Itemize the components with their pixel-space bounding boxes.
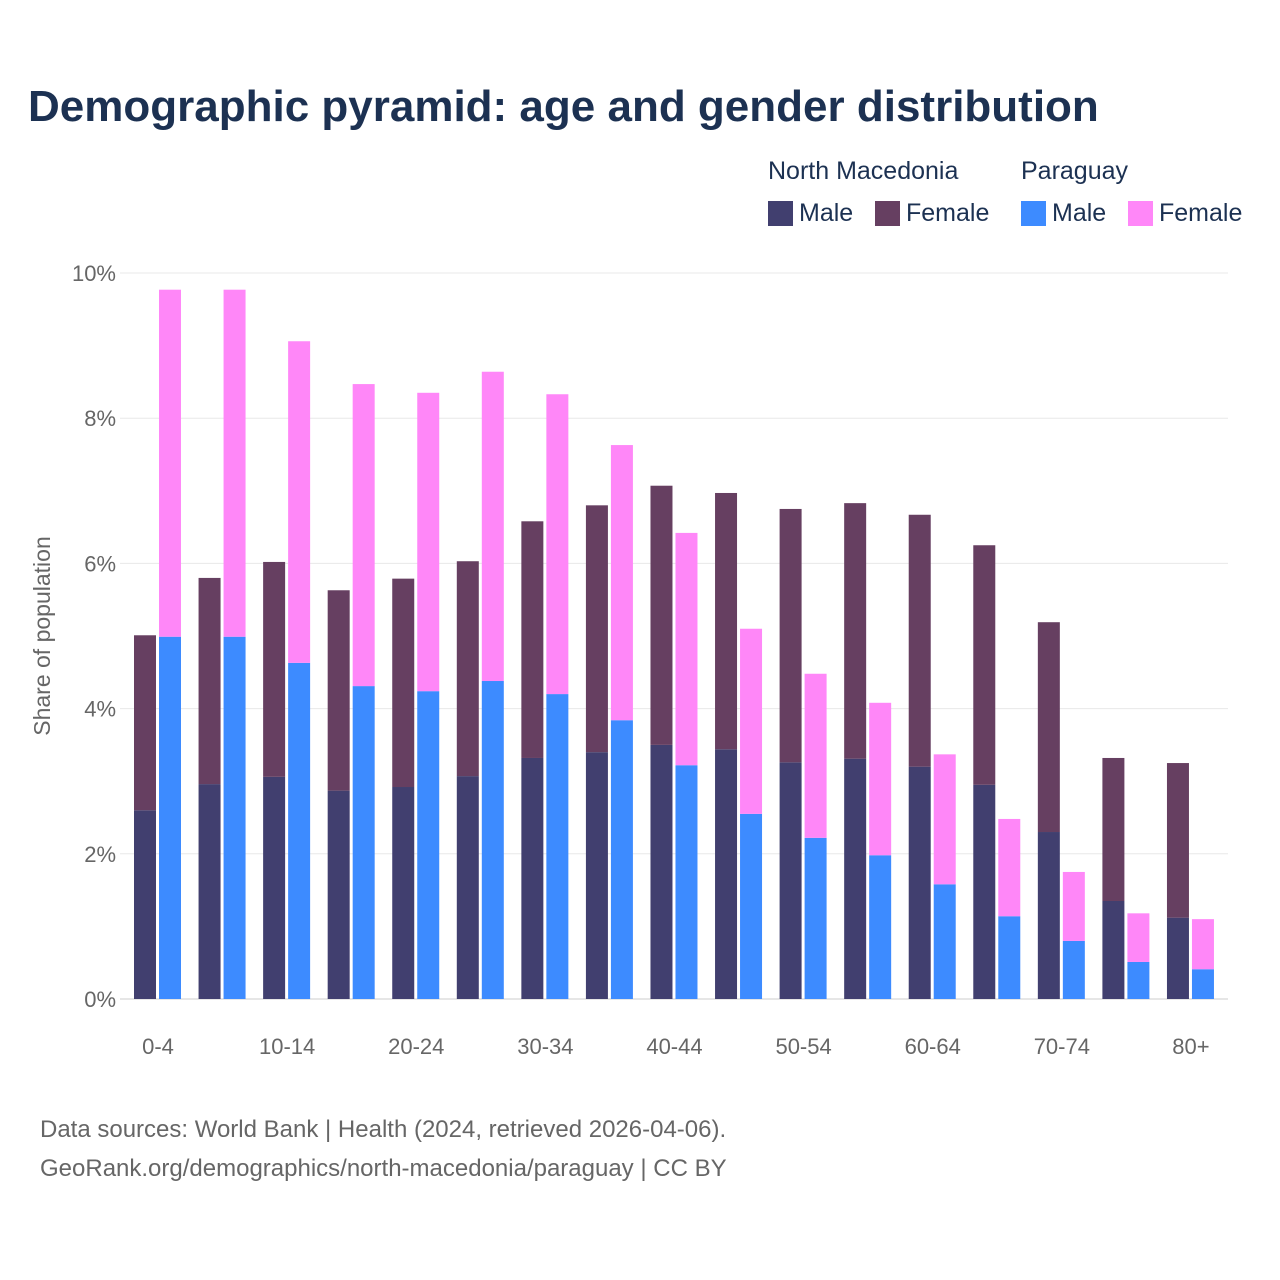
x-tick-label: 50-54 — [775, 1034, 831, 1059]
bar-py-female-45-49 — [740, 628, 763, 814]
bar-nm-male-20-24 — [392, 787, 415, 999]
bar-nm-female-45-49 — [715, 492, 738, 750]
bar-nm-male-5-9 — [198, 784, 221, 999]
bar-py-female-25-29 — [481, 371, 504, 682]
bar-py-female-0-4 — [159, 289, 181, 637]
legend-swatch-nm-female — [875, 201, 900, 226]
legend-swatch-nm-male — [768, 201, 793, 226]
bar-nm-female-30-34 — [521, 521, 544, 758]
bar-py-male-75-79 — [1127, 961, 1150, 999]
bar-py-female-20-24 — [417, 392, 440, 692]
legend-label-py-male: Male — [1052, 199, 1107, 227]
bar-py-male-40-44 — [675, 765, 698, 999]
bar-py-female-65-69 — [998, 818, 1021, 917]
bar-nm-female-10-14 — [263, 561, 286, 777]
bar-nm-female-65-69 — [973, 545, 996, 785]
bar-py-male-35-39 — [610, 720, 633, 999]
bar-py-male-60-64 — [933, 884, 956, 999]
bar-nm-male-35-39 — [585, 752, 608, 999]
bar-nm-female-40-44 — [650, 485, 673, 745]
x-tick-label: 0-4 — [142, 1034, 174, 1059]
y-tick-label: 8% — [84, 406, 116, 431]
bar-nm-male-10-14 — [263, 776, 286, 999]
bar-py-male-15-19 — [352, 686, 375, 999]
legend-label-nm-female: Female — [906, 199, 990, 227]
bar-nm-male-30-34 — [521, 757, 544, 999]
bar-nm-male-50-54 — [779, 762, 802, 999]
bar-py-female-80+ — [1191, 919, 1214, 970]
bar-py-male-10-14 — [288, 662, 311, 999]
bar-nm-female-60-64 — [908, 514, 931, 767]
bar-py-male-55-59 — [869, 855, 892, 999]
x-tick-label: 30-34 — [517, 1034, 573, 1059]
legend-group-north-macedonia: North Macedonia — [768, 157, 959, 185]
bar-nm-female-0-4 — [134, 635, 156, 811]
bar-nm-male-55-59 — [844, 758, 867, 999]
bar-nm-female-70-74 — [1037, 622, 1060, 833]
bar-py-female-5-9 — [223, 289, 246, 637]
bar-nm-female-15-19 — [327, 590, 350, 791]
y-tick-label: 4% — [84, 697, 116, 722]
bar-nm-male-70-74 — [1037, 832, 1060, 999]
bar-nm-female-50-54 — [779, 508, 802, 763]
x-tick-label: 60-64 — [905, 1034, 961, 1059]
bar-py-female-30-34 — [546, 394, 569, 695]
bar-py-male-65-69 — [998, 916, 1021, 999]
bar-py-female-60-64 — [933, 754, 956, 885]
bar-nm-female-35-39 — [585, 505, 608, 753]
bar-nm-male-65-69 — [973, 784, 996, 999]
legend-swatch-py-female — [1128, 201, 1153, 226]
bar-nm-male-80+ — [1166, 917, 1189, 999]
legend-label-nm-male: Male — [799, 199, 854, 227]
y-tick-label: 0% — [84, 987, 116, 1012]
bar-py-male-50-54 — [804, 837, 827, 999]
bar-nm-female-20-24 — [392, 578, 415, 788]
legend-swatch-py-male — [1021, 201, 1046, 226]
bar-py-male-80+ — [1191, 969, 1214, 999]
bar-py-male-25-29 — [481, 681, 504, 999]
bar-py-female-55-59 — [869, 702, 892, 856]
legend-label-py-female: Female — [1159, 199, 1243, 227]
bar-nm-female-80+ — [1166, 763, 1189, 918]
x-tick-label: 20-24 — [388, 1034, 444, 1059]
bar-nm-female-5-9 — [198, 577, 221, 785]
bar-py-female-35-39 — [610, 445, 633, 721]
bar-nm-male-25-29 — [456, 776, 479, 999]
x-tick-label: 40-44 — [646, 1034, 702, 1059]
footer-url: GeoRank.org/demographics/north-macedonia… — [40, 1155, 727, 1182]
y-tick-label: 6% — [84, 551, 116, 576]
bar-py-female-75-79 — [1127, 913, 1150, 962]
bar-nm-female-25-29 — [456, 561, 479, 777]
bar-nm-male-40-44 — [650, 744, 673, 999]
x-tick-label: 80+ — [1172, 1034, 1209, 1059]
bar-py-female-70-74 — [1062, 871, 1085, 941]
bar-py-male-70-74 — [1062, 940, 1085, 999]
x-tick-label: 10-14 — [259, 1034, 315, 1059]
plot-area: Share of population 0% 2% 4% 6% 8% 10% 0-4 10-1… — [29, 261, 1228, 1059]
legend-group-paraguay: Paraguay — [1021, 157, 1129, 185]
bar-nm-male-45-49 — [715, 749, 738, 999]
bar-nm-male-75-79 — [1102, 900, 1125, 999]
bar-nm-female-75-79 — [1102, 757, 1125, 901]
bar-py-male-5-9 — [223, 636, 246, 999]
bar-py-female-50-54 — [804, 673, 827, 838]
y-tick-label: 2% — [84, 842, 116, 867]
bar-py-male-20-24 — [417, 691, 440, 999]
bar-py-male-45-49 — [740, 813, 763, 999]
bar-py-female-15-19 — [352, 384, 375, 687]
bar-nm-male-15-19 — [327, 790, 350, 999]
y-tick-label: 10% — [72, 261, 116, 286]
chart-title: Demographic pyramid: age and gender dist… — [28, 82, 1099, 131]
bar-py-male-0-4 — [159, 636, 181, 999]
bar-py-female-10-14 — [288, 341, 311, 663]
bar-nm-male-60-64 — [908, 766, 931, 999]
bar-nm-male-0-4 — [134, 810, 156, 999]
bar-nm-female-55-59 — [844, 503, 867, 759]
bar-py-male-30-34 — [546, 694, 569, 999]
bar-py-female-40-44 — [675, 532, 698, 766]
footer-source: Data sources: World Bank | Health (2024,… — [40, 1116, 727, 1143]
y-axis-label: Share of population — [29, 536, 55, 736]
x-tick-label: 70-74 — [1034, 1034, 1090, 1059]
